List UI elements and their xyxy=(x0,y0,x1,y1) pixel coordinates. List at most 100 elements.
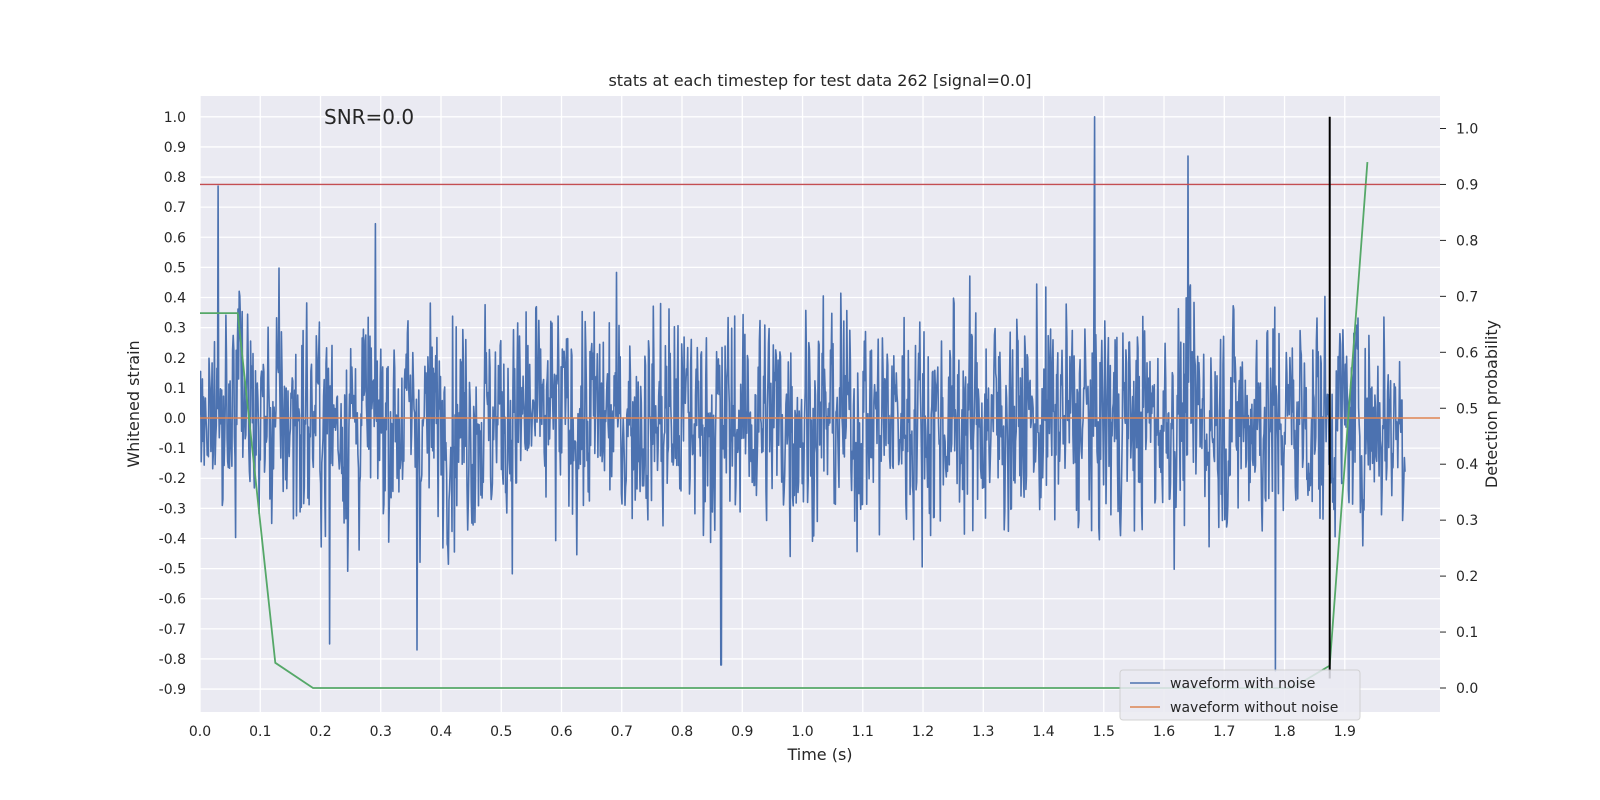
x-tick: 0.6 xyxy=(550,724,572,740)
y-tick-label: -0.6 xyxy=(159,592,186,608)
y-tick: -0.4 xyxy=(159,531,186,547)
legend-label-noise: waveform with noise xyxy=(1170,676,1315,692)
y-tick-label: -0.4 xyxy=(159,531,186,547)
y2-tick-label: 1.0 xyxy=(1456,122,1478,138)
y-tick: -0.2 xyxy=(159,471,186,487)
y2-tick-label: 0.6 xyxy=(1456,345,1478,361)
x-tick-label: 0.9 xyxy=(731,724,753,740)
x-tick-label: 0.0 xyxy=(189,724,211,740)
x-tick: 0.1 xyxy=(249,724,271,740)
snr-annotation: SNR=0.0 xyxy=(324,105,414,129)
series-detection-probability xyxy=(200,162,1369,689)
y-tick-label: -0.3 xyxy=(159,501,186,517)
y2-tick: 0.1 xyxy=(1440,625,1478,641)
y-tick: 0.4 xyxy=(164,291,186,307)
x-axis-ticks: 0.0 0.1 0.2 0.3 0.4 0.5 0.6 0.7 0.8 0.9 1.0 1.1 1.2 1… xyxy=(189,724,1356,740)
y-tick: 0.0 xyxy=(164,411,186,427)
x-tick-label: 0.1 xyxy=(249,724,271,740)
x-tick-label: 1.4 xyxy=(1032,724,1054,740)
x-axis-label: Time (s) xyxy=(786,745,852,764)
y2-tick-label: 0.8 xyxy=(1456,233,1478,249)
x-tick: 1.8 xyxy=(1273,724,1295,740)
y-tick-label: 0.7 xyxy=(164,200,186,216)
x-tick: 1.6 xyxy=(1153,724,1175,740)
x-tick-label: 1.6 xyxy=(1153,724,1175,740)
series-waveform-with-noise xyxy=(200,116,1406,672)
y-tick-label: 0.9 xyxy=(164,140,186,156)
x-tick-label: 1.2 xyxy=(912,724,934,740)
y-tick: 1.0 xyxy=(164,110,186,126)
y-tick-label: 0.5 xyxy=(164,260,186,276)
y-tick-label: 0.8 xyxy=(164,170,186,186)
y2-tick: 0.9 xyxy=(1440,177,1478,193)
x-tick-label: 0.8 xyxy=(671,724,693,740)
x-tick-label: 0.7 xyxy=(611,724,633,740)
x-tick: 1.3 xyxy=(972,724,994,740)
y-tick-label: 0.3 xyxy=(164,321,186,337)
y2-tick: 0.6 xyxy=(1440,345,1478,361)
y-tick: -0.8 xyxy=(159,652,186,668)
y-axis-label: Whitened strain xyxy=(124,340,143,467)
legend: waveform with noise waveform without noi… xyxy=(1119,669,1361,721)
y-tick: -0.3 xyxy=(159,501,186,517)
y-tick-label: 0.2 xyxy=(164,351,186,367)
legend-label-clean: waveform without noise xyxy=(1170,700,1338,716)
x-tick: 0.7 xyxy=(611,724,633,740)
y-tick-label: -0.8 xyxy=(159,652,186,668)
y-tick: 0.3 xyxy=(164,321,186,337)
y2-tick: 1.0 xyxy=(1440,122,1478,138)
y2-tick: 0.8 xyxy=(1440,233,1478,249)
y-tick-label: 0.4 xyxy=(164,291,186,307)
x-tick: 0.2 xyxy=(309,724,331,740)
y2-tick-label: 0.4 xyxy=(1456,457,1478,473)
x-tick: 1.2 xyxy=(912,724,934,740)
y-tick-label: 0.6 xyxy=(164,230,186,246)
y-tick-label: -0.1 xyxy=(159,441,186,457)
x-tick-label: 0.2 xyxy=(309,724,331,740)
x-tick-label: 1.0 xyxy=(791,724,813,740)
y-tick-label: -0.2 xyxy=(159,471,186,487)
legend-box xyxy=(1119,669,1361,721)
x-tick: 0.8 xyxy=(671,724,693,740)
y-tick: 0.9 xyxy=(164,140,186,156)
y2-tick-label: 0.7 xyxy=(1456,289,1478,305)
x-tick: 1.1 xyxy=(852,724,874,740)
y-tick: 0.8 xyxy=(164,170,186,186)
x-tick-label: 1.1 xyxy=(852,724,874,740)
y2-tick-label: 0.5 xyxy=(1456,401,1478,417)
y2-axis-ticks: 1.0 0.9 0.8 0.7 0.6 0.5 0.4 0.3 0.2 0.1 0.0 xyxy=(1440,122,1478,697)
x-tick: 1.4 xyxy=(1032,724,1054,740)
y2-tick-label: 0.9 xyxy=(1456,177,1478,193)
x-tick-label: 0.5 xyxy=(490,724,512,740)
x-tick: 0.3 xyxy=(370,724,392,740)
y2-tick-label: 0.0 xyxy=(1456,681,1478,697)
x-tick-label: 0.6 xyxy=(550,724,572,740)
y2-tick: 0.4 xyxy=(1440,457,1478,473)
y-tick-label: -0.5 xyxy=(159,562,186,578)
x-tick-label: 1.9 xyxy=(1334,724,1356,740)
x-tick: 0.0 xyxy=(189,724,211,740)
x-tick-label: 1.7 xyxy=(1213,724,1235,740)
y2-tick: 0.5 xyxy=(1440,401,1478,417)
y-tick: 0.6 xyxy=(164,230,186,246)
y2-tick: 0.3 xyxy=(1440,513,1478,529)
series-layer xyxy=(200,116,1440,689)
y-tick-label: 0.1 xyxy=(164,381,186,397)
y-tick-label: -0.9 xyxy=(159,682,186,698)
y-tick: -0.1 xyxy=(159,441,186,457)
x-tick: 1.5 xyxy=(1093,724,1115,740)
y-tick: -0.7 xyxy=(159,622,186,638)
y-tick: 0.2 xyxy=(164,351,186,367)
y2-tick: 0.2 xyxy=(1440,569,1478,585)
y-tick: 0.1 xyxy=(164,381,186,397)
x-tick-label: 1.3 xyxy=(972,724,994,740)
y-tick: -0.5 xyxy=(159,562,186,578)
x-tick-label: 0.3 xyxy=(370,724,392,740)
y-tick: 0.5 xyxy=(164,260,186,276)
x-tick-label: 1.5 xyxy=(1093,724,1115,740)
x-tick: 1.0 xyxy=(791,724,813,740)
y-tick-label: 0.0 xyxy=(164,411,186,427)
y-tick-label: -0.7 xyxy=(159,622,186,638)
x-tick: 0.9 xyxy=(731,724,753,740)
y-tick: -0.9 xyxy=(159,682,186,698)
